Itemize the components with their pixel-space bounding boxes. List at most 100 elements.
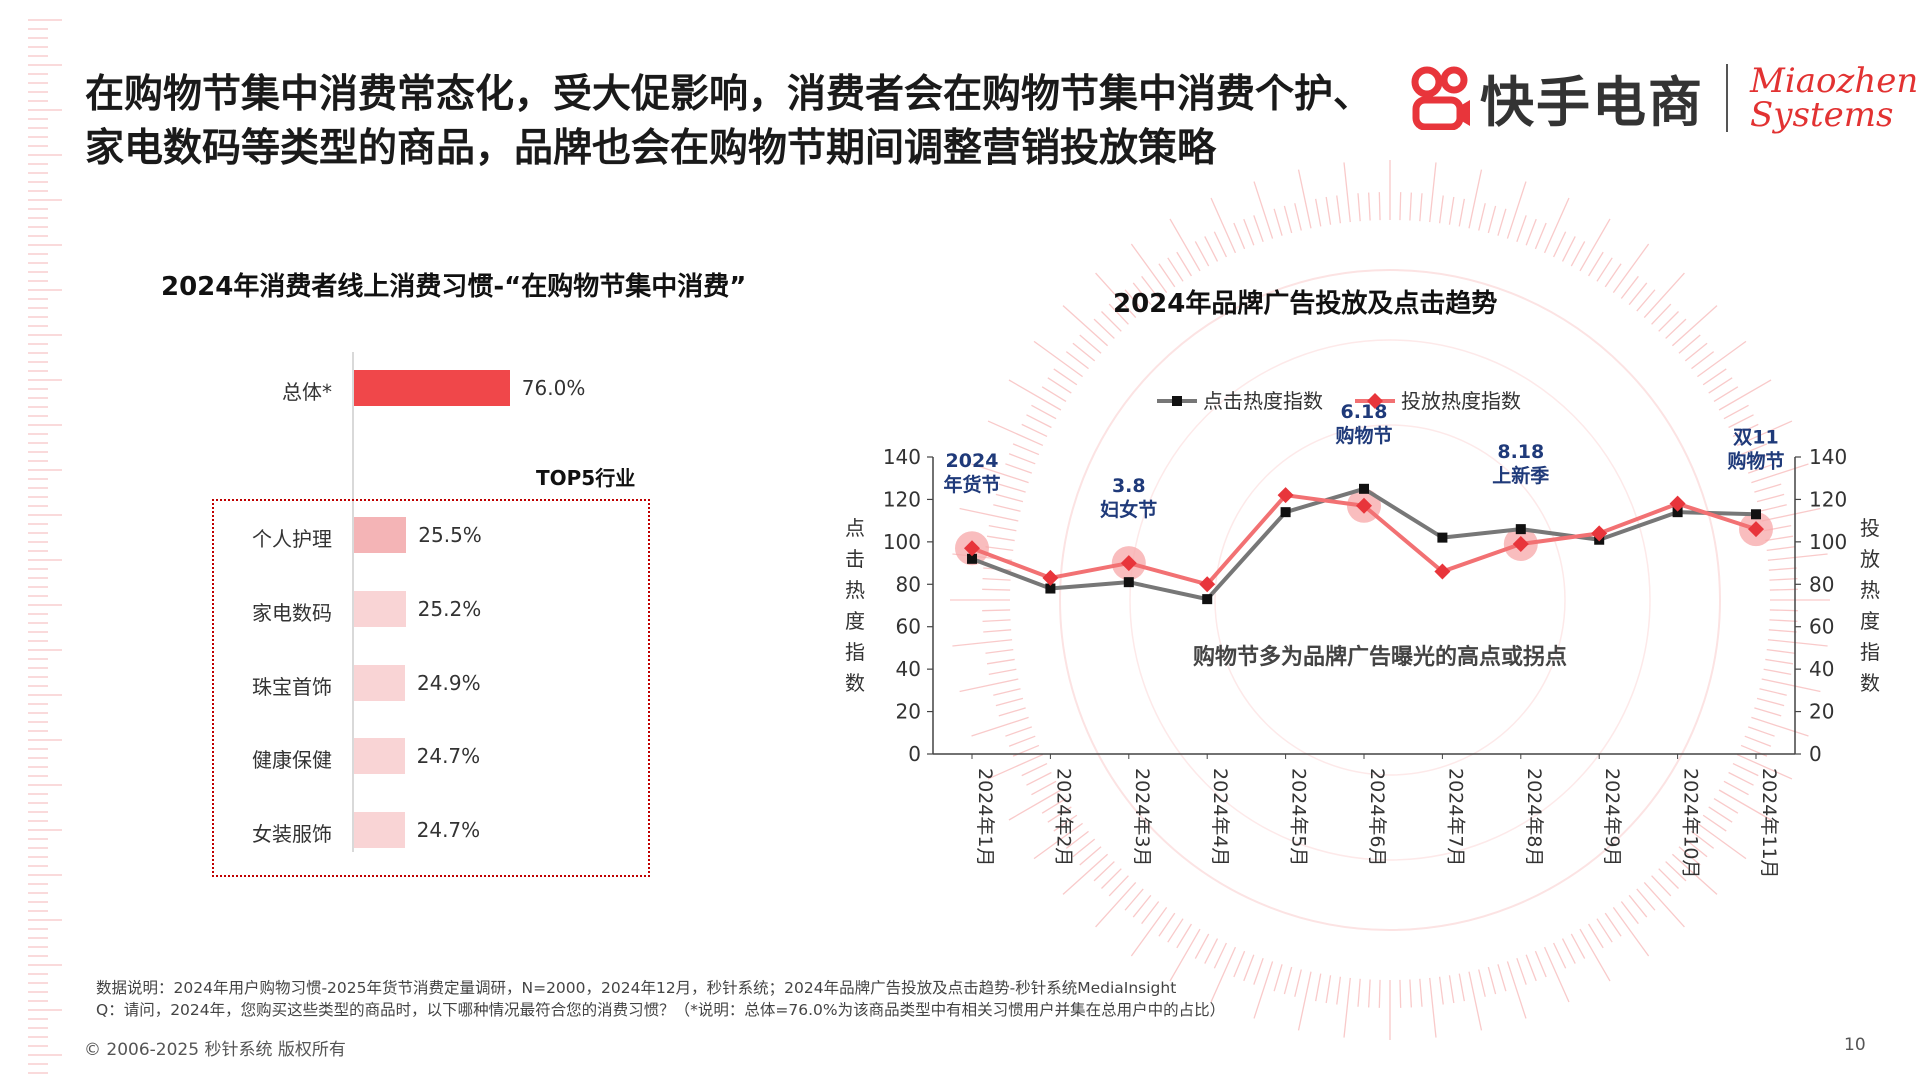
burst-ring xyxy=(1214,424,1566,776)
bar-value-label: 76.0% xyxy=(521,376,586,400)
burst-ray xyxy=(1130,243,1168,293)
burst-ray xyxy=(1176,251,1193,277)
ad-index-point xyxy=(1669,495,1686,512)
miaozhen-logo-line-2: Systems xyxy=(1750,94,1894,135)
burst-ray xyxy=(1378,192,1381,221)
burst-ray xyxy=(1744,453,1772,465)
miaozhen-logo: Miaozhen Systems xyxy=(1750,64,1918,132)
burst-ray xyxy=(1612,243,1650,293)
burst-ray xyxy=(986,658,1015,665)
burst-ray xyxy=(1062,305,1109,347)
burst-ray xyxy=(1194,933,1210,959)
burst-ray xyxy=(993,504,1021,512)
burst-ray xyxy=(1194,241,1210,267)
burst-ray xyxy=(1684,342,1708,362)
burst-ray xyxy=(1294,203,1302,231)
bar-value-label: 25.5% xyxy=(418,523,482,547)
burst-ray xyxy=(1315,973,1322,1002)
click-index-point xyxy=(967,553,977,564)
burst-ray xyxy=(1095,272,1137,319)
burst-ray xyxy=(1026,771,1052,786)
burst-ray xyxy=(1628,894,1648,918)
burst-ray xyxy=(982,588,1011,591)
ad-index-point xyxy=(1356,497,1372,514)
burst-ray xyxy=(1763,668,1792,675)
event-label-line-2: 妇女节 xyxy=(1100,498,1157,521)
burst-ray xyxy=(1525,954,1537,982)
footnote-data-source: 数据说明：2024年用户购物习惯-2025年货节消费定量调研，N=2000，20… xyxy=(96,979,1177,997)
burst-ray xyxy=(1021,763,1048,777)
burst-ray xyxy=(1587,251,1604,277)
bar xyxy=(354,665,406,701)
burst-ray xyxy=(1713,386,1739,403)
burst-ray xyxy=(1723,780,1749,796)
click-index-point xyxy=(1672,507,1683,518)
x-tick-label: 2024年7月 xyxy=(1444,768,1466,866)
page-number: 10 xyxy=(1844,1035,1866,1055)
click-index-point xyxy=(1751,509,1761,520)
left-y-tick-label: 80 xyxy=(896,572,921,596)
burst-ray xyxy=(1253,961,1274,1019)
burst-ray xyxy=(1740,443,1768,456)
right-y-tick-label: 100 xyxy=(1809,530,1847,554)
burst-ray xyxy=(1596,257,1613,282)
footnote-question: Q：请问，2024年，您购买这些类型的商品时，以下哪种情况最符合您的消费习惯？（… xyxy=(96,1001,1226,1019)
burst-ray xyxy=(1336,195,1342,224)
burst-ray xyxy=(1008,735,1036,747)
burst-ray xyxy=(1108,303,1129,325)
burst-ray xyxy=(1167,257,1184,282)
burst-ray xyxy=(1761,678,1821,693)
burst-ray xyxy=(1736,420,1793,447)
right-y-tick-label: 80 xyxy=(1809,572,1834,596)
burst-ray xyxy=(1169,928,1201,982)
click-index-point xyxy=(1045,583,1056,594)
event-label-line-2: 年货节 xyxy=(943,473,1000,496)
bar xyxy=(354,370,510,406)
burst-ray xyxy=(1031,404,1057,420)
burst-ray xyxy=(1429,162,1437,223)
burst-ray xyxy=(1487,205,1497,234)
bar xyxy=(354,812,405,848)
burst-ray xyxy=(995,493,1024,503)
burst-ray xyxy=(987,420,1044,447)
burst-ray xyxy=(1041,797,1067,814)
burst-ray xyxy=(982,619,1011,623)
bar-category-label: 女装服饰 xyxy=(252,822,332,846)
right-y-tick-label: 120 xyxy=(1809,487,1847,511)
burst-ray xyxy=(1233,222,1246,250)
burst-ray xyxy=(1766,648,1795,654)
burst-ray xyxy=(1005,726,1033,737)
burst-ray xyxy=(1409,979,1413,1008)
event-label-line-2: 购物节 xyxy=(1727,449,1784,472)
burst-ray xyxy=(1570,241,1586,267)
burst-ray xyxy=(1732,423,1759,437)
right-chart-title: 2024年品牌广告投放及点击趋势 xyxy=(1113,289,1498,319)
burst-ray xyxy=(1210,197,1237,254)
event-label-line-1: 6.18 xyxy=(1341,401,1388,423)
click-index-point xyxy=(1202,594,1213,605)
x-tick-label: 2024年9月 xyxy=(1601,768,1623,866)
burst-ray xyxy=(1768,567,1797,571)
bar-value-label: 24.7% xyxy=(416,818,481,842)
burst-ray xyxy=(1367,192,1371,221)
burst-ray xyxy=(1468,971,1483,1031)
burst-ray xyxy=(1658,311,1679,332)
burst-ray xyxy=(987,753,1044,780)
burst-ray xyxy=(1620,901,1639,925)
burst-ray xyxy=(1534,950,1547,978)
burst-ray xyxy=(1468,169,1483,229)
burst-ray xyxy=(1756,493,1785,503)
burst-ray xyxy=(1325,196,1332,225)
burst-ray xyxy=(1506,181,1527,239)
burst-ray xyxy=(1651,875,1672,897)
burst-ray xyxy=(1561,938,1576,964)
bar xyxy=(354,738,405,774)
burst-ray xyxy=(1141,901,1160,925)
burst-ray xyxy=(1079,846,1102,866)
burst-ray xyxy=(1759,504,1787,512)
burst-ray xyxy=(1708,806,1733,823)
burst-ray xyxy=(1767,553,1828,561)
burst-ray xyxy=(1095,881,1137,928)
left-axis-title: 点击热度指数 xyxy=(845,516,865,695)
